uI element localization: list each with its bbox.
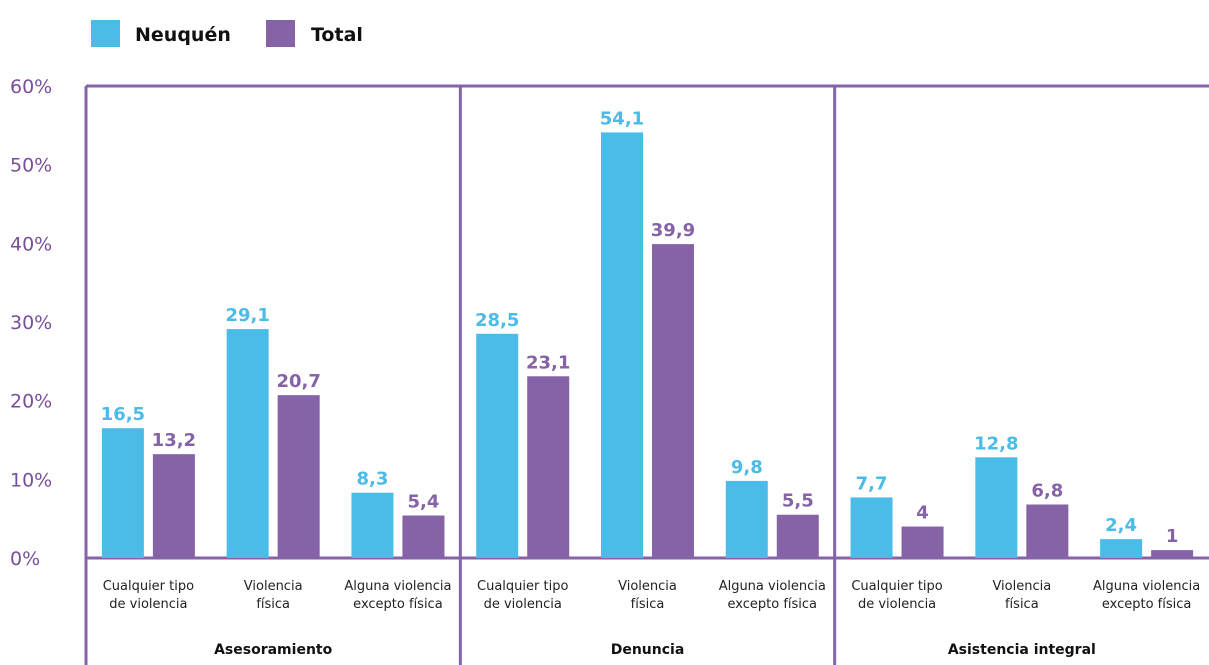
bar-neuquen-1 bbox=[101, 428, 144, 558]
bar-neuquen-9 bbox=[1100, 539, 1143, 558]
y-axis: 0% 10% 20% 30% 40% 50% 60% bbox=[10, 76, 52, 570]
bar-total-4 bbox=[527, 376, 570, 558]
y-tick-label: 60% bbox=[10, 76, 52, 98]
data-label-neuquen-9: 2,4 bbox=[1105, 515, 1137, 536]
category-label: Alguna violencia bbox=[344, 579, 451, 594]
bar-neuquen-6 bbox=[725, 480, 768, 558]
data-label-neuquen-7: 7,7 bbox=[856, 473, 888, 494]
chart-frame bbox=[84, 84, 1209, 665]
legend: Neuquén Total bbox=[91, 20, 363, 47]
data-labels: 16,5 13,2 29,1 20,7 8,3 5,4 28,5 23,1 54,1 39,9 9,… bbox=[101, 108, 1179, 547]
legend-swatch-total bbox=[266, 20, 295, 47]
category-label: física bbox=[256, 597, 290, 612]
category-label: excepto física bbox=[1102, 597, 1192, 612]
category-label: Alguna violencia bbox=[1093, 579, 1200, 594]
category-label: Violencia bbox=[618, 579, 677, 594]
y-tick-label: 10% bbox=[10, 469, 52, 491]
bar-total-1 bbox=[152, 454, 195, 558]
legend-swatch-neuquen bbox=[91, 20, 120, 47]
category-label: Violencia bbox=[992, 579, 1051, 594]
bar-total-9 bbox=[1151, 550, 1194, 558]
y-tick-label: 50% bbox=[10, 155, 52, 177]
bar-neuquen-2 bbox=[226, 329, 269, 558]
category-label: de violencia bbox=[484, 597, 562, 612]
data-label-total-4: 23,1 bbox=[526, 352, 570, 373]
group-label-denuncia: Denuncia bbox=[611, 642, 685, 658]
category-labels: Cualquier tipo de violencia Violencia físic… bbox=[103, 579, 1201, 658]
data-label-neuquen-6: 9,8 bbox=[731, 457, 763, 478]
data-label-neuquen-2: 29,1 bbox=[225, 305, 269, 326]
bar-total-5 bbox=[652, 244, 694, 558]
category-label: Cualquier tipo bbox=[851, 579, 942, 594]
bar-total-2 bbox=[277, 395, 320, 558]
bar-neuquen-3 bbox=[351, 492, 394, 558]
data-label-neuquen-8: 12,8 bbox=[974, 433, 1018, 454]
group-label-asesoramiento: Asesoramiento bbox=[214, 642, 333, 658]
legend-label-total: Total bbox=[311, 24, 363, 46]
data-label-total-9: 1 bbox=[1166, 526, 1179, 547]
bar-neuquen-7 bbox=[850, 497, 893, 558]
legend-label-neuquen: Neuquén bbox=[135, 24, 231, 46]
bar-neuquen-8 bbox=[975, 457, 1018, 558]
bar-total-3 bbox=[402, 515, 445, 558]
data-label-neuquen-1: 16,5 bbox=[101, 404, 145, 425]
category-label: de violencia bbox=[109, 597, 187, 612]
group-label-asistencia-integral: Asistencia integral bbox=[948, 642, 1096, 658]
category-label: física bbox=[1005, 597, 1039, 612]
bar-neuquen-4 bbox=[476, 333, 519, 558]
data-label-neuquen-3: 8,3 bbox=[356, 469, 388, 490]
data-label-total-1: 13,2 bbox=[152, 430, 196, 451]
category-label: Cualquier tipo bbox=[103, 579, 194, 594]
y-tick-label: 40% bbox=[10, 233, 52, 255]
category-label: excepto física bbox=[728, 597, 818, 612]
data-label-neuquen-4: 28,5 bbox=[475, 310, 519, 331]
data-label-total-6: 5,5 bbox=[782, 491, 814, 512]
bar-total-7 bbox=[901, 526, 944, 558]
y-tick-label: 0% bbox=[10, 548, 40, 570]
category-label: Alguna violencia bbox=[719, 579, 826, 594]
category-label: excepto física bbox=[353, 597, 443, 612]
data-label-total-2: 20,7 bbox=[276, 371, 320, 392]
data-label-total-5: 39,9 bbox=[651, 220, 695, 241]
category-label: de violencia bbox=[858, 597, 936, 612]
data-label-neuquen-5: 54,1 bbox=[600, 108, 644, 129]
bar-total-6 bbox=[776, 514, 819, 558]
data-label-total-7: 4 bbox=[916, 503, 929, 524]
category-label: Cualquier tipo bbox=[477, 579, 568, 594]
y-tick-label: 30% bbox=[10, 312, 52, 334]
data-label-total-3: 5,4 bbox=[407, 492, 439, 513]
bar-neuquen-5 bbox=[601, 132, 643, 558]
y-tick-label: 20% bbox=[10, 391, 52, 413]
bar-total-8 bbox=[1026, 504, 1069, 558]
bars bbox=[101, 132, 1194, 558]
data-label-total-8: 6,8 bbox=[1031, 481, 1063, 502]
category-label: Violencia bbox=[244, 579, 303, 594]
category-label: física bbox=[631, 597, 665, 612]
